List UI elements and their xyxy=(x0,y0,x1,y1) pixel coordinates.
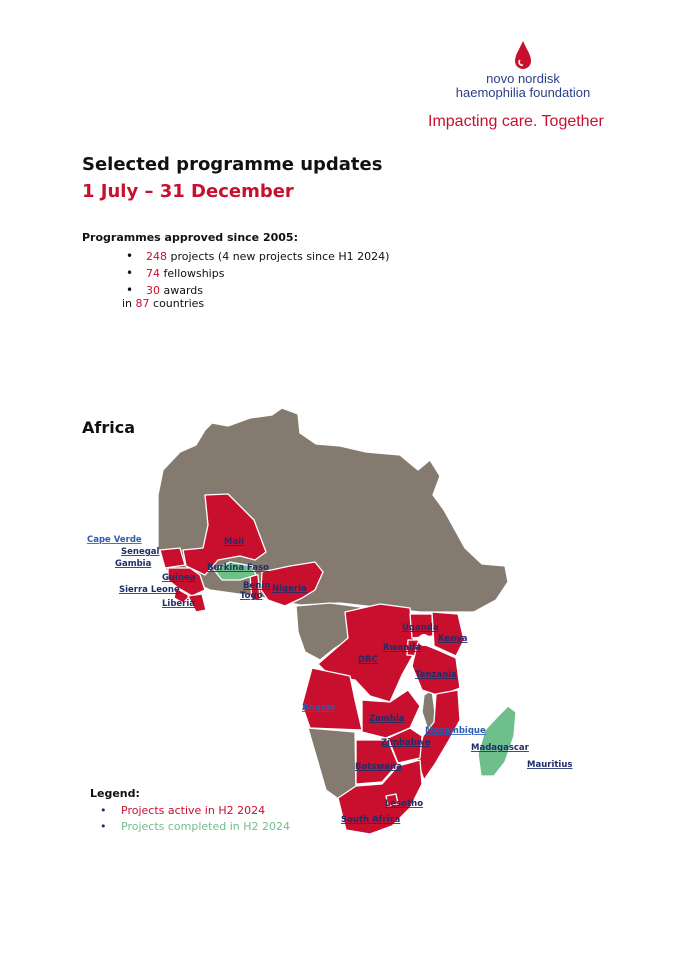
legend-heading: Legend: xyxy=(90,787,140,800)
lake-victoria xyxy=(418,634,430,646)
label-mozambique[interactable]: Mozambique xyxy=(425,726,486,736)
label-madagascar[interactable]: Madagascar xyxy=(471,743,530,753)
label-kenya[interactable]: Kenya xyxy=(438,634,468,644)
label-benin[interactable]: Benin xyxy=(243,581,270,591)
page-title: Selected programme updates xyxy=(82,154,383,175)
label-botswana[interactable]: Botswana xyxy=(355,762,402,772)
mozambique-shape xyxy=(416,689,461,781)
logo-line-1: novo nordisk xyxy=(486,71,560,86)
bullet-icon: • xyxy=(100,820,107,833)
burkina-faso-shape xyxy=(213,561,257,581)
countries-count: 87 xyxy=(135,297,150,310)
label-south-africa[interactable]: South Africa xyxy=(341,815,401,825)
botswana-shape xyxy=(355,739,399,785)
legend-item-completed: • Projects completed in H2 2024 xyxy=(90,819,290,835)
countries-line: in 87 countries xyxy=(122,297,204,310)
label-uganda[interactable]: Uganda xyxy=(402,623,439,633)
blood-drop-icon xyxy=(515,41,531,69)
label-liberia[interactable]: Liberia xyxy=(162,599,195,609)
nigeria-shape xyxy=(260,561,324,607)
label-lesotho[interactable]: Lesotho xyxy=(385,799,423,809)
map-legend: Legend: • Projects active in H2 2024 • P… xyxy=(90,787,290,835)
programmes-heading: Programmes approved since 2005: xyxy=(82,231,298,244)
label-rwanda[interactable]: Rwanda xyxy=(383,643,421,653)
logo-line-2: haemophilia foundation xyxy=(455,85,591,100)
projects-text: projects (4 new projects since H1 2024) xyxy=(167,250,390,263)
programme-stats-list: 248 projects (4 new projects since H1 20… xyxy=(122,248,389,299)
label-mauritius[interactable]: Mauritius xyxy=(527,760,572,770)
label-burkina-faso[interactable]: Burkina Faso xyxy=(207,563,269,573)
label-sierra-leone[interactable]: Sierra Leone xyxy=(119,585,180,595)
list-item: 74 fellowships xyxy=(122,265,389,282)
label-senegal[interactable]: Senegal xyxy=(121,547,160,557)
tagline: Impacting care. Together xyxy=(428,113,604,130)
list-item: 248 projects (4 new projects since H1 20… xyxy=(122,248,389,265)
label-nigeria[interactable]: Nigeria xyxy=(272,584,307,594)
sierra-leone-shape xyxy=(173,587,191,604)
label-tanzania[interactable]: Tanzania xyxy=(415,670,457,680)
projects-count: 248 xyxy=(146,250,167,263)
foundation-logo: novo nordisk haemophilia foundation xyxy=(438,40,608,100)
label-guinea[interactable]: Guinea xyxy=(162,573,196,583)
label-drc[interactable]: DRC xyxy=(358,655,378,665)
legend-item-active: • Projects active in H2 2024 xyxy=(90,803,290,819)
south-africa-shape xyxy=(337,759,423,835)
list-item: 30 awards xyxy=(122,282,389,299)
label-angola[interactable]: Angola xyxy=(302,703,335,713)
countries-prefix: in xyxy=(122,297,136,310)
senegal-shape xyxy=(159,547,186,569)
zambia-shape xyxy=(361,689,421,739)
liberia-shape xyxy=(187,593,207,613)
label-gambia[interactable]: Gambia xyxy=(115,559,152,569)
label-zimbabwe[interactable]: Zimbabwe xyxy=(381,738,431,748)
madagascar-shape xyxy=(477,705,517,777)
fellowships-text: fellowships xyxy=(160,267,225,280)
countries-text: countries xyxy=(149,297,205,310)
awards-count: 30 xyxy=(146,284,160,297)
label-cape-verde[interactable]: Cape Verde xyxy=(87,535,142,545)
legend-active-label: Projects active in H2 2024 xyxy=(121,804,266,817)
bullet-icon: • xyxy=(100,804,107,817)
mali-shape xyxy=(182,493,267,576)
lesotho-shape xyxy=(385,793,399,807)
region-heading: Africa xyxy=(82,418,135,437)
fellowships-count: 74 xyxy=(146,267,160,280)
legend-completed-label: Projects completed in H2 2024 xyxy=(121,820,291,833)
label-zambia[interactable]: Zambia xyxy=(369,714,405,724)
awards-text: awards xyxy=(160,284,204,297)
label-mali[interactable]: Mali xyxy=(224,537,244,547)
label-togo[interactable]: Togo xyxy=(240,591,263,601)
namibia-region xyxy=(307,727,357,801)
guinea-shape xyxy=(167,567,206,597)
date-range-subtitle: 1 July – 31 December xyxy=(82,181,294,202)
kenya-shape xyxy=(431,611,465,657)
